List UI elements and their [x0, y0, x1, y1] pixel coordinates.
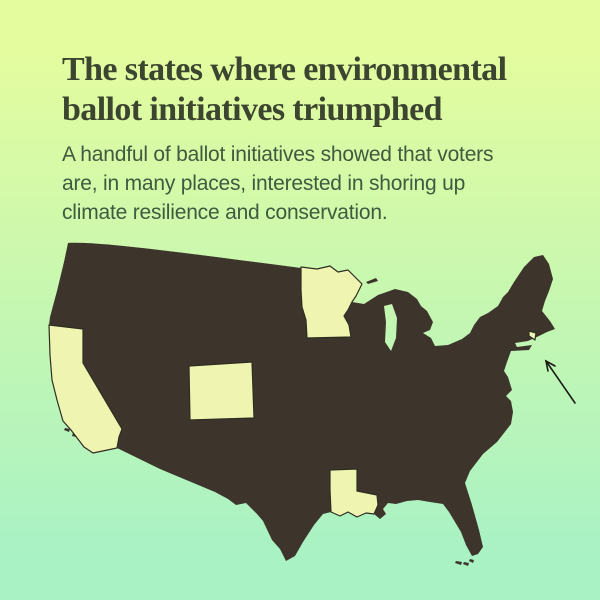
page-title: The states where environmental ballot in…: [62, 50, 580, 130]
page-subtitle-line1: A handful of ballot initiatives showed t…: [62, 143, 494, 166]
florida-keys-islands: [455, 559, 474, 566]
rhode-island-arrow: [544, 359, 576, 404]
page-title-line2: ballot initiatives triumphed: [62, 91, 443, 128]
us-map-silhouette: [49, 242, 555, 562]
page-title-line1: The states where environmental: [62, 51, 507, 88]
state-rhode-island-highlight: [528, 330, 537, 341]
header: The states where environmental ballot in…: [62, 50, 580, 227]
state-california-highlight: [48, 324, 123, 454]
state-louisiana-highlight: [329, 468, 379, 518]
isle-royale-island: [366, 278, 378, 284]
page-subtitle-line3: climate resilience and conservation.: [62, 201, 388, 224]
state-colorado-highlight: [188, 361, 255, 421]
page-subtitle-line2: are, in many places, interested in shori…: [62, 172, 466, 195]
arrow-shaft: [545, 360, 576, 404]
state-minnesota-highlight: [300, 265, 363, 339]
arrow-head: [544, 359, 556, 372]
page-subtitle: A handful of ballot initiatives showed t…: [62, 140, 580, 227]
